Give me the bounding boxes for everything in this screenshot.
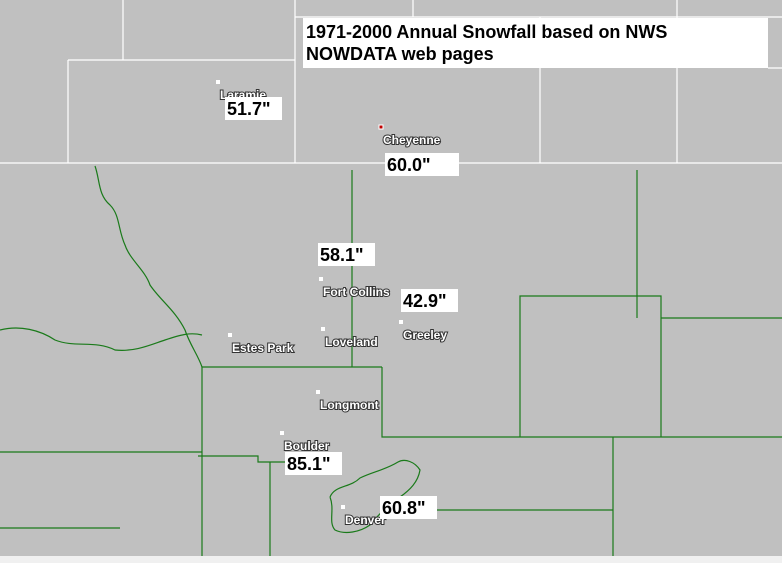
city-dot [321,327,325,331]
snowfall-box [318,243,375,266]
snowfall-label: 85.1" [287,454,331,474]
city-dot [378,124,384,130]
map-title-line: 1971-2000 Annual Snowfall based on NWS NO… [306,22,667,64]
city-dot [216,80,220,84]
city-label: Estes Park [232,341,294,355]
snowfall-label: 60.0" [387,155,431,175]
city-dot [316,390,320,394]
colorado-county-lines [0,165,782,556]
city-label: Cheyenne [383,133,441,147]
snowfall-box [380,496,437,519]
bottom-bar [0,556,782,563]
snowfall-box [385,153,459,176]
city-dot [341,505,345,509]
snowfall-box [225,97,282,120]
city-label: Greeley [403,328,447,342]
city-label: Fort Collins [323,285,390,299]
city-dot [319,277,323,281]
snowfall-label: 42.9" [403,291,447,311]
snowfall-label: 58.1" [320,245,364,265]
snowfall-label: 60.8" [382,498,426,518]
snowfall-label: 51.7" [227,99,271,119]
title-box [303,18,768,68]
snowfall-box [285,452,342,475]
city-label: Denver [345,513,386,527]
map-title: 1971-2000 Annual Snowfall based on NWS [306,22,667,42]
snowfall-box [401,289,458,312]
city-label: Boulder [284,439,330,453]
city-dot [399,320,403,324]
city-dot [280,431,284,435]
city-dot [228,333,232,337]
city-label: Loveland [325,335,378,349]
city-label: Longmont [320,398,379,412]
map-title-cont: NOWDATA web pages [306,44,494,64]
